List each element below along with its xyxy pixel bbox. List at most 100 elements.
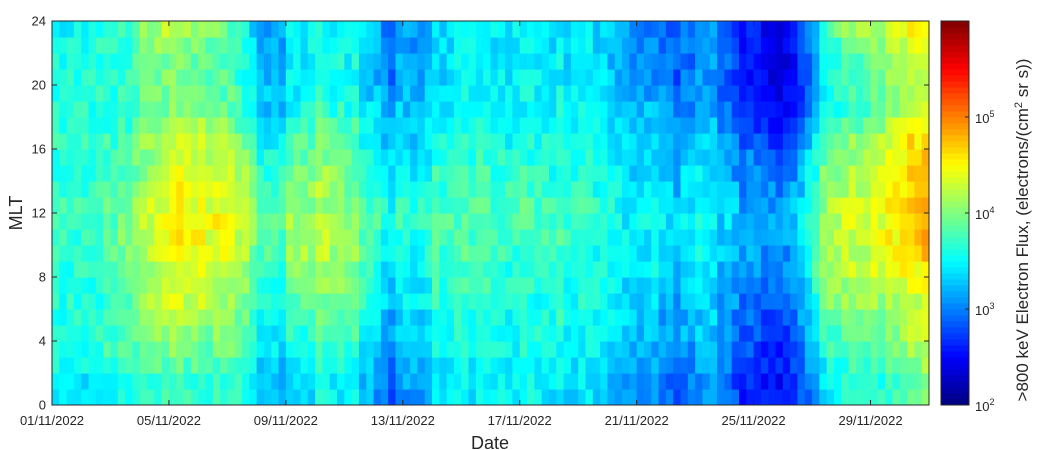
heatmap-cell	[300, 357, 309, 374]
heatmap-cell	[315, 37, 324, 54]
colorbar-strip	[941, 75, 969, 82]
heatmap-cell	[125, 53, 133, 70]
heatmap-cell	[651, 21, 660, 38]
heatmap-cell	[724, 325, 733, 342]
heatmap-cell	[190, 101, 199, 118]
heatmap-cell	[585, 245, 594, 262]
heatmap-cell	[446, 293, 455, 310]
heatmap-cell	[453, 85, 462, 102]
heatmap-cell	[410, 85, 419, 102]
heatmap-cell	[556, 149, 565, 166]
heatmap-cell	[527, 213, 535, 230]
heatmap-cell	[643, 149, 652, 166]
heatmap-cell	[892, 261, 901, 278]
heatmap-cell	[702, 37, 711, 54]
heatmap-cell	[439, 245, 448, 262]
heatmap-cell	[410, 341, 419, 358]
heatmap-cell	[512, 149, 521, 166]
heatmap-cell	[285, 309, 294, 326]
heatmap-cell	[315, 261, 324, 278]
heatmap-cell	[293, 373, 302, 390]
heatmap-cell	[607, 117, 616, 134]
heatmap-cell	[907, 197, 915, 214]
heatmap-cell	[914, 325, 923, 342]
heatmap-cell	[388, 261, 397, 278]
heatmap-cell	[315, 373, 324, 390]
heatmap-cell	[285, 85, 294, 102]
heatmap-cell	[410, 165, 419, 182]
heatmap-cell	[139, 229, 148, 246]
heatmap-cell	[300, 325, 309, 342]
heatmap-cell	[490, 181, 499, 198]
heatmap-cell	[483, 325, 492, 342]
heatmap-cell	[300, 245, 309, 262]
heatmap-cell	[103, 149, 112, 166]
heatmap-cell	[746, 277, 755, 294]
heatmap-cell	[534, 293, 543, 310]
heatmap-cell	[315, 101, 324, 118]
heatmap-cell	[782, 325, 791, 342]
heatmap-cell	[848, 293, 857, 310]
heatmap-cell	[563, 165, 572, 182]
heatmap-cell	[790, 261, 799, 278]
heatmap-cell	[790, 21, 799, 38]
heatmap-cell	[337, 261, 345, 278]
heatmap-cell	[329, 389, 338, 405]
heatmap-cell	[490, 325, 499, 342]
heatmap-cell	[885, 277, 894, 294]
heatmap-cell	[760, 165, 769, 182]
heatmap-cell	[812, 117, 820, 134]
heatmap-cell	[592, 85, 601, 102]
heatmap-cell	[658, 21, 667, 38]
heatmap-cell	[147, 117, 155, 134]
heatmap-cell	[380, 341, 389, 358]
heatmap-cell	[81, 117, 90, 134]
heatmap-cell	[249, 53, 258, 70]
heatmap-cell	[388, 101, 397, 118]
heatmap-cell	[768, 53, 777, 70]
heatmap-cell	[432, 53, 440, 70]
heatmap-cell	[541, 341, 550, 358]
heatmap-cell	[731, 213, 740, 230]
heatmap-cell	[490, 53, 499, 70]
heatmap-cell	[307, 325, 316, 342]
heatmap-cell	[600, 277, 609, 294]
heatmap-cell	[877, 101, 886, 118]
heatmap-cell	[731, 357, 740, 374]
heatmap-cell	[578, 325, 587, 342]
heatmap-cell	[183, 165, 192, 182]
heatmap-cell	[841, 197, 850, 214]
heatmap-cell	[242, 37, 250, 54]
heatmap-cell	[110, 197, 119, 214]
heatmap-cell	[110, 261, 119, 278]
heatmap-cell	[833, 341, 842, 358]
heatmap-cell	[497, 165, 506, 182]
heatmap-cell	[782, 197, 791, 214]
heatmap-cell	[59, 325, 68, 342]
heatmap-cell	[132, 53, 141, 70]
heatmap-cell	[505, 277, 514, 294]
heatmap-cell	[665, 245, 674, 262]
heatmap-cell	[921, 197, 929, 214]
colorbar-strip	[941, 393, 969, 400]
heatmap-cell	[585, 357, 594, 374]
heatmap-cell	[439, 277, 448, 294]
heatmap-cell	[293, 357, 302, 374]
heatmap-cell	[673, 117, 682, 134]
heatmap-cell	[110, 85, 119, 102]
heatmap-cell	[139, 181, 148, 198]
heatmap-cell	[782, 101, 791, 118]
heatmap-cell	[322, 389, 331, 405]
heatmap-cell	[271, 133, 280, 150]
heatmap-cell	[724, 117, 733, 134]
heatmap-cell	[658, 373, 667, 390]
heatmap-cell	[790, 37, 799, 54]
heatmap-cell	[168, 165, 177, 182]
heatmap-cell	[300, 149, 309, 166]
heatmap-cell	[826, 85, 835, 102]
heatmap-cell	[914, 197, 923, 214]
heatmap-cell	[373, 165, 382, 182]
heatmap-cell	[424, 341, 433, 358]
heatmap-cell	[358, 309, 367, 326]
heatmap-cell	[183, 261, 192, 278]
